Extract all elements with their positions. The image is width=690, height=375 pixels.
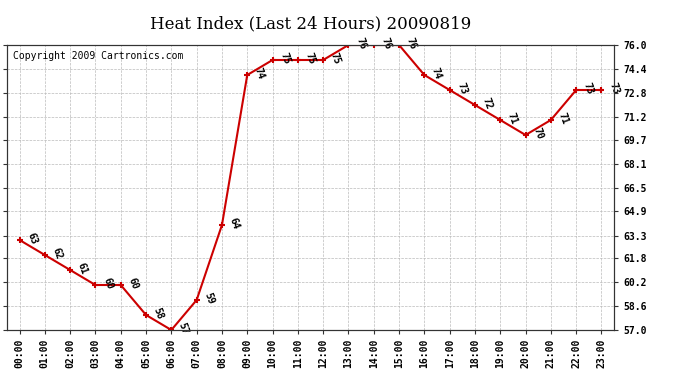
Text: 74: 74 bbox=[430, 67, 443, 81]
Text: 61: 61 bbox=[76, 262, 89, 276]
Text: 64: 64 bbox=[228, 217, 241, 231]
Text: 76: 76 bbox=[354, 37, 367, 51]
Text: 59: 59 bbox=[202, 292, 215, 306]
Text: 62: 62 bbox=[50, 247, 63, 261]
Text: 63: 63 bbox=[25, 232, 39, 246]
Text: 70: 70 bbox=[531, 127, 544, 141]
Text: 73: 73 bbox=[582, 82, 595, 96]
Text: 71: 71 bbox=[556, 112, 570, 126]
Text: 72: 72 bbox=[480, 97, 494, 111]
Text: 60: 60 bbox=[101, 277, 115, 291]
Text: 76: 76 bbox=[380, 37, 393, 51]
Text: Copyright 2009 Cartronics.com: Copyright 2009 Cartronics.com bbox=[13, 51, 184, 61]
Text: 57: 57 bbox=[177, 322, 190, 336]
Text: 76: 76 bbox=[404, 37, 418, 51]
Text: Heat Index (Last 24 Hours) 20090819: Heat Index (Last 24 Hours) 20090819 bbox=[150, 15, 471, 32]
Text: 73: 73 bbox=[455, 82, 469, 96]
Text: 60: 60 bbox=[126, 277, 139, 291]
Text: 75: 75 bbox=[328, 52, 342, 66]
Text: 58: 58 bbox=[152, 307, 165, 321]
Text: 75: 75 bbox=[278, 52, 291, 66]
Text: 73: 73 bbox=[607, 82, 620, 96]
Text: 74: 74 bbox=[253, 67, 266, 81]
Text: 75: 75 bbox=[304, 52, 317, 66]
Text: 71: 71 bbox=[506, 112, 519, 126]
